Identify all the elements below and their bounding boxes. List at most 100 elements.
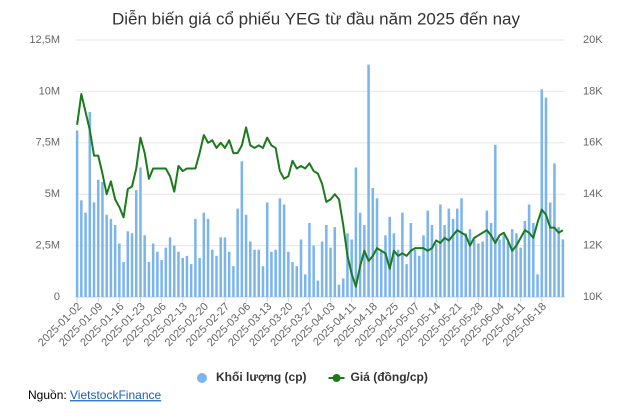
bar bbox=[227, 251, 231, 297]
bar bbox=[536, 274, 539, 297]
bar bbox=[139, 167, 142, 297]
y2-tick-label: 14K bbox=[583, 188, 603, 200]
source-link[interactable]: VietstockFinance bbox=[70, 388, 161, 402]
bar bbox=[401, 212, 404, 297]
bar bbox=[532, 222, 535, 297]
y2-tick-label: 16K bbox=[583, 137, 603, 149]
bar bbox=[561, 239, 565, 297]
bar bbox=[346, 233, 349, 297]
bar bbox=[544, 97, 548, 298]
legend-label: Giá (đồng/cp) bbox=[351, 370, 428, 384]
bar bbox=[206, 218, 210, 297]
bar bbox=[194, 218, 197, 297]
bar bbox=[506, 241, 510, 297]
bar bbox=[92, 202, 96, 297]
y2-tick-label: 18K bbox=[583, 85, 603, 97]
bar bbox=[295, 266, 299, 297]
bar bbox=[126, 231, 130, 297]
bar bbox=[308, 222, 311, 297]
bar bbox=[439, 204, 442, 297]
bar bbox=[223, 237, 227, 297]
bar bbox=[498, 239, 501, 297]
bar bbox=[261, 266, 265, 297]
bar bbox=[388, 216, 391, 297]
y2-tick-label: 12K bbox=[583, 240, 603, 252]
bar bbox=[244, 214, 248, 297]
bar bbox=[84, 212, 87, 297]
price-line bbox=[76, 92, 564, 288]
bar bbox=[173, 245, 176, 297]
bar bbox=[134, 190, 138, 297]
bar bbox=[468, 229, 472, 297]
bar bbox=[540, 89, 544, 298]
y-tick-label: 2,5M bbox=[36, 240, 60, 252]
legend-symbol bbox=[197, 373, 207, 383]
bar bbox=[358, 212, 362, 297]
bar bbox=[232, 266, 235, 297]
bar bbox=[553, 163, 556, 297]
bar bbox=[130, 233, 134, 297]
bar bbox=[502, 235, 506, 297]
bar bbox=[523, 220, 527, 297]
bar bbox=[447, 208, 451, 297]
bar bbox=[80, 200, 83, 297]
bar bbox=[257, 249, 261, 297]
bar bbox=[443, 225, 446, 297]
bar bbox=[160, 259, 163, 297]
bar bbox=[143, 235, 146, 297]
bar bbox=[481, 241, 484, 297]
bar bbox=[156, 251, 159, 297]
bar bbox=[557, 227, 560, 297]
bar bbox=[460, 198, 463, 297]
bar bbox=[113, 225, 117, 297]
bar bbox=[236, 208, 239, 297]
y-tick-label: 12,5M bbox=[29, 34, 60, 46]
bar bbox=[287, 251, 290, 297]
bar bbox=[477, 243, 480, 297]
bar bbox=[527, 204, 531, 297]
bar bbox=[265, 202, 269, 297]
bar bbox=[105, 214, 108, 297]
bar bbox=[430, 225, 434, 297]
bar bbox=[291, 262, 294, 297]
bar bbox=[409, 222, 413, 297]
bar bbox=[109, 218, 113, 297]
bar bbox=[303, 274, 307, 297]
bar bbox=[101, 181, 104, 297]
y-tick-label: 0 bbox=[54, 291, 60, 303]
bar bbox=[337, 284, 341, 297]
y2-tick-label: 20K bbox=[583, 34, 603, 46]
bar bbox=[215, 255, 218, 297]
bar bbox=[329, 247, 332, 297]
legend-label: Khối lượng (cp) bbox=[216, 370, 307, 384]
bar bbox=[181, 257, 184, 297]
bar bbox=[312, 245, 315, 297]
bar bbox=[96, 179, 100, 297]
bar bbox=[451, 218, 455, 297]
bar bbox=[515, 233, 518, 297]
bar bbox=[219, 237, 222, 297]
source-label: Nguồn: bbox=[28, 388, 67, 402]
bar bbox=[282, 204, 286, 297]
bar bbox=[151, 243, 155, 297]
bar bbox=[185, 255, 189, 297]
bar bbox=[413, 249, 417, 297]
bar bbox=[320, 241, 324, 297]
bar bbox=[333, 227, 337, 297]
bar bbox=[189, 264, 193, 297]
bar bbox=[510, 229, 514, 297]
bar bbox=[270, 251, 273, 297]
bar bbox=[278, 198, 282, 297]
bar bbox=[396, 249, 400, 297]
bar bbox=[485, 210, 489, 297]
chart-title: Diễn biến giá cổ phiếu YEG từ đầu năm 20… bbox=[112, 9, 521, 28]
bar bbox=[426, 210, 429, 297]
bar bbox=[164, 247, 168, 297]
y-tick-label: 7,5M bbox=[36, 137, 60, 149]
bar bbox=[434, 243, 438, 297]
bar bbox=[211, 249, 214, 297]
bar bbox=[122, 262, 125, 297]
bar bbox=[75, 130, 79, 297]
bar bbox=[379, 251, 383, 297]
